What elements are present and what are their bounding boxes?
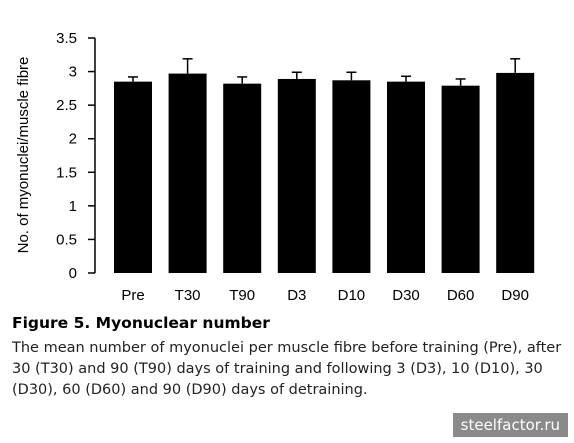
bar-t90 <box>223 83 262 274</box>
bar-d10 <box>332 80 371 273</box>
y-tick-label: 0 <box>69 265 77 282</box>
x-tick-label: T30 <box>175 287 201 304</box>
bar-chart: No. of myonuclei/muscle fibre 0 0.5 1 1.5 2 2… <box>15 30 535 304</box>
y-tick-label: 1.5 <box>56 164 77 181</box>
bar-d3 <box>277 78 316 273</box>
x-tick-label: T90 <box>229 287 255 304</box>
bar-d90 <box>496 72 535 274</box>
watermark-badge: steelfactor.ru <box>452 413 568 437</box>
bar-d30 <box>387 81 425 274</box>
caption-title: Figure 5. Myonuclear number <box>12 314 270 332</box>
x-tick-label: Pre <box>121 287 144 304</box>
x-tick-label: D10 <box>338 287 366 304</box>
bar-t30 <box>168 73 207 273</box>
y-tick-label: 0.5 <box>56 231 77 248</box>
y-tick-label: 3 <box>69 64 77 81</box>
x-tick-label: D30 <box>392 287 420 304</box>
y-tick-label: 3.5 <box>56 30 77 47</box>
bar-d60 <box>441 85 480 274</box>
y-axis-label: No. of myonuclei/muscle fibre <box>15 57 32 254</box>
bar-pre <box>114 81 152 274</box>
x-tick-label: D3 <box>287 287 306 304</box>
x-tick-labels: Pre T30 T90 D3 D10 D30 D60 D90 <box>121 287 529 304</box>
y-tick-label: 2.5 <box>56 97 77 114</box>
y-ticks: 0 0.5 1 1.5 2 2.5 3 3.5 <box>56 30 95 282</box>
figure-caption: Figure 5. Myonuclear number The mean num… <box>12 314 564 401</box>
y-tick-label: 1 <box>69 198 77 215</box>
caption-body: The mean number of myonuclei per muscle … <box>12 340 562 398</box>
x-tick-label: D60 <box>447 287 475 304</box>
x-tick-label: D90 <box>501 287 529 304</box>
y-tick-label: 2 <box>69 131 77 148</box>
bars <box>114 58 535 274</box>
